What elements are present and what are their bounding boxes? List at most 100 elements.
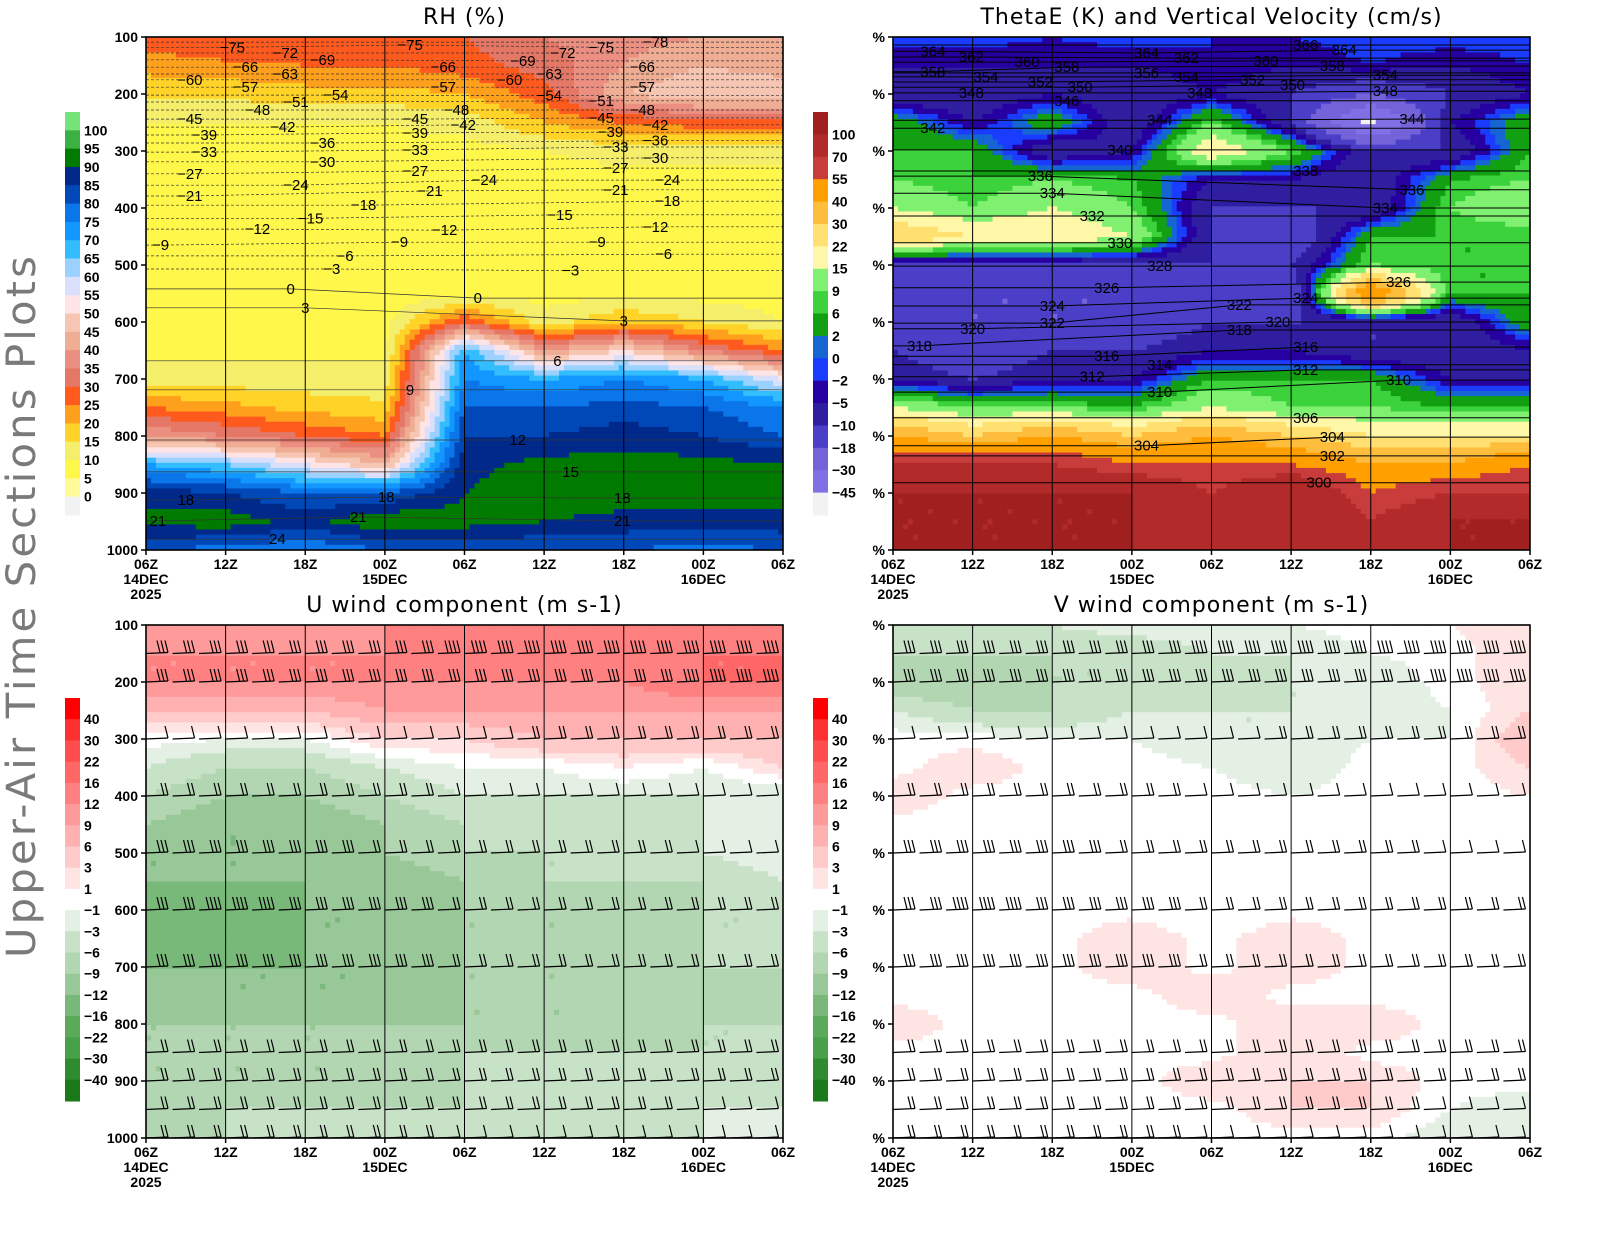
barb-flag bbox=[164, 839, 169, 853]
barb-flag bbox=[456, 1039, 461, 1052]
contour-fill-cell bbox=[310, 1035, 704, 1042]
contour-label: −60 bbox=[177, 72, 202, 89]
barb-shaft bbox=[331, 1079, 354, 1082]
contour-fill-cell bbox=[1435, 226, 1530, 233]
contour-fill-cell bbox=[419, 339, 426, 346]
x-tick-label: 18Z bbox=[1040, 556, 1065, 572]
contour-fill-cell bbox=[146, 452, 227, 459]
contour-fill-cell bbox=[295, 432, 381, 438]
contour-fill-cell bbox=[663, 355, 695, 361]
contour-fill-cell bbox=[439, 432, 446, 438]
barb-flag bbox=[1460, 640, 1465, 653]
contour-fill-cell bbox=[1171, 190, 1183, 197]
barb-flag bbox=[346, 1067, 351, 1081]
contour-fill-cell bbox=[434, 452, 446, 459]
contour-fill-cell bbox=[1002, 778, 1237, 785]
barb-flag bbox=[372, 668, 377, 682]
barb-flag bbox=[668, 725, 673, 739]
contour-fill-cell bbox=[1460, 154, 1476, 161]
barb-flag bbox=[190, 839, 196, 853]
contour-fill-cell bbox=[454, 416, 461, 423]
contour-fill-cell bbox=[424, 416, 431, 423]
barb-flag bbox=[536, 640, 541, 653]
contour-fill-cell bbox=[1325, 630, 1461, 636]
barb-flag bbox=[448, 640, 453, 653]
contour-fill-cell bbox=[414, 758, 565, 765]
contour-fill-cell bbox=[1291, 660, 1407, 667]
barb-flag bbox=[668, 1096, 673, 1109]
contour-fill-cell bbox=[146, 360, 391, 366]
wind-barb bbox=[703, 1039, 726, 1054]
contour-fill-cell bbox=[1146, 144, 1158, 151]
contour-fill-cell bbox=[424, 411, 431, 418]
contour-fill-cell bbox=[1380, 278, 1407, 284]
contour-fill-cell bbox=[1291, 701, 1442, 708]
barb-flag bbox=[240, 839, 245, 853]
contour-fill-cell bbox=[1405, 206, 1412, 213]
contour-fill-cell bbox=[703, 943, 783, 949]
colorbar-label: 70 bbox=[84, 232, 100, 248]
contour-fill-cell bbox=[1485, 113, 1501, 120]
contour-fill-cell bbox=[230, 462, 272, 469]
barb-flag bbox=[297, 782, 302, 796]
contour-fill-cell bbox=[150, 860, 157, 867]
barb-flag bbox=[350, 782, 355, 796]
contour-fill-cell bbox=[927, 508, 934, 515]
contour-fill-cell bbox=[1291, 1086, 1372, 1093]
contour-fill-cell bbox=[778, 876, 783, 883]
contour-fill-cell bbox=[1390, 288, 1407, 295]
contour-fill-cell bbox=[937, 129, 959, 136]
contour-fill-cell bbox=[1480, 129, 1491, 136]
barb-flag bbox=[664, 640, 669, 653]
barb-flag bbox=[182, 839, 188, 853]
contour-fill-cell bbox=[1505, 134, 1530, 141]
contour-fill-cell bbox=[1291, 119, 1307, 125]
contour-fill-cell bbox=[893, 984, 1138, 990]
colorbar-label: 16 bbox=[84, 775, 100, 791]
contour-fill-cell bbox=[1201, 349, 1307, 356]
contour-fill-cell bbox=[893, 732, 994, 739]
contour-line bbox=[146, 124, 783, 128]
barb-flag bbox=[297, 1124, 302, 1138]
contour-fill-cell bbox=[1320, 144, 1332, 151]
barb-flag bbox=[293, 896, 298, 910]
contour-fill-cell bbox=[270, 462, 311, 469]
contour-fill-cell bbox=[504, 385, 580, 392]
barb-shaft bbox=[999, 680, 1022, 683]
barb-shaft bbox=[1476, 651, 1499, 655]
wind-barb bbox=[278, 1067, 302, 1082]
barb-flag bbox=[478, 1039, 484, 1052]
contour-fill-cell bbox=[429, 88, 510, 95]
barb-flag bbox=[802, 1097, 805, 1109]
barb-flag bbox=[695, 953, 700, 967]
contour-fill-cell bbox=[1350, 498, 1417, 505]
barb-flag bbox=[664, 668, 669, 682]
barb-flag bbox=[643, 612, 646, 624]
contour-fill-cell bbox=[195, 524, 232, 531]
contour-fill-cell bbox=[668, 773, 724, 780]
barb-flag bbox=[634, 668, 639, 682]
contour-fill-cell bbox=[146, 973, 262, 980]
barb-shaft bbox=[703, 965, 726, 968]
wind-barb bbox=[172, 640, 196, 655]
contour-fill-cell bbox=[1216, 88, 1297, 95]
contour-fill-cell bbox=[469, 973, 476, 980]
contour-fill-cell bbox=[419, 349, 426, 356]
contour-fill-cell bbox=[1385, 298, 1407, 305]
contour-fill-cell bbox=[384, 416, 391, 423]
barb-flag bbox=[297, 1096, 302, 1109]
contour-fill-cell bbox=[449, 390, 456, 397]
colorbar-label: −18 bbox=[832, 440, 856, 456]
contour-fill-cell bbox=[728, 329, 783, 336]
wind-barb bbox=[919, 640, 943, 655]
contour-fill-cell bbox=[146, 416, 172, 423]
x-tick-label: 06Z bbox=[1518, 556, 1543, 572]
contour-fill-cell bbox=[1027, 119, 1073, 125]
wind-barb bbox=[1158, 640, 1181, 655]
contour-fill-cell bbox=[1420, 1081, 1530, 1088]
contour-fill-cell bbox=[146, 42, 476, 48]
contour-fill-cell bbox=[1146, 211, 1168, 218]
barb-shaft bbox=[517, 680, 540, 683]
barb-flag bbox=[562, 640, 567, 653]
contour-fill-cell bbox=[240, 401, 391, 407]
